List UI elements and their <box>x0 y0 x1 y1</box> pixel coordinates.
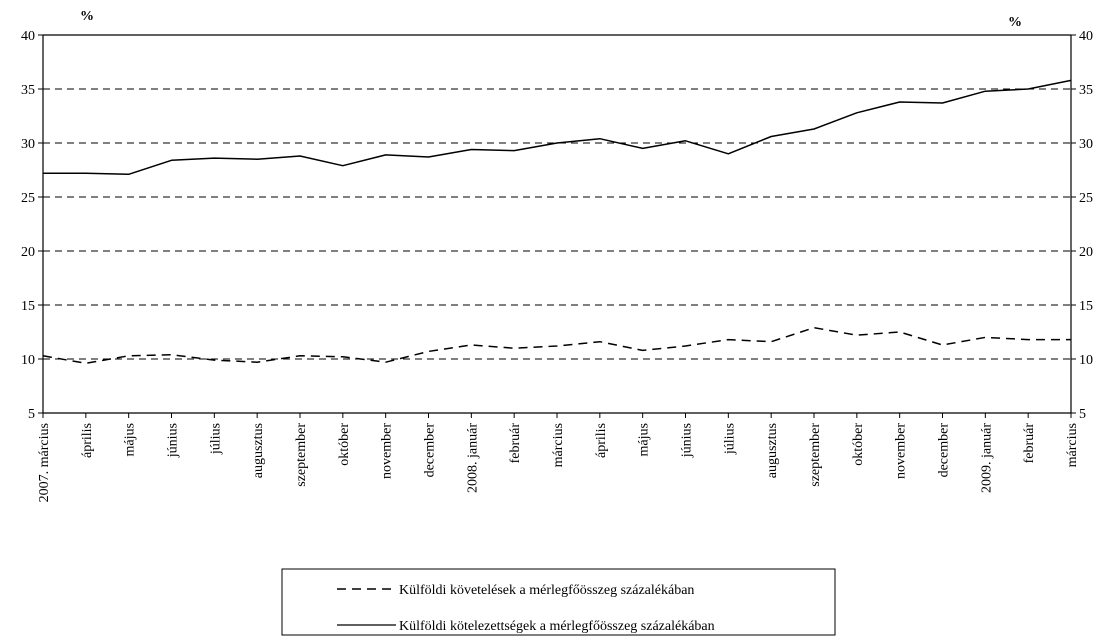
x-tick-label-19: október <box>851 423 866 466</box>
x-tick-label-2: május <box>123 423 138 456</box>
x-tick-label-18: szeptember <box>808 423 823 487</box>
x-tick-label-6: szeptember <box>294 423 309 487</box>
series-lines <box>42 79 1072 365</box>
legend-label-liabilities: Külföldi kötelezettségek a mérlegfőössze… <box>399 619 715 634</box>
x-tick-label-8: november <box>380 423 395 479</box>
x-tick-label-0: 2007. március <box>37 423 52 502</box>
x-tick-label-23: február <box>1022 423 1037 464</box>
x-tick-label-13: április <box>594 423 609 458</box>
y-right-tick-label-15: 15 <box>1079 299 1093 314</box>
x-tick-label-7: október <box>337 423 352 466</box>
y-left-tick-label-5: 5 <box>28 407 35 422</box>
x-tick-label-3: június <box>166 423 181 458</box>
x-tick-label-14: május <box>637 423 652 456</box>
legend: Külföldi követelések a mérlegfőösszeg sz… <box>281 568 836 636</box>
y-right-tick-label-5: 5 <box>1079 407 1086 422</box>
y-right-tick-label-20: 20 <box>1079 245 1093 260</box>
y-axis-left: 5 10 15 20 25 30 35 40 <box>21 29 43 422</box>
x-tick-label-5: augusztus <box>251 423 266 478</box>
y-axis-right: 5 10 15 20 25 30 35 40 <box>1071 29 1093 422</box>
x-tick-label-21: december <box>937 423 952 478</box>
y-left-tick-label-40: 40 <box>21 29 35 44</box>
y-left-tick-label-10: 10 <box>21 353 35 368</box>
x-tick-label-4: július <box>208 423 223 455</box>
x-tick-label-15: június <box>680 423 695 458</box>
y-left-tick-label-30: 30 <box>21 137 35 152</box>
y-left-tick-label-35: 35 <box>21 83 35 98</box>
left-unit-label: % <box>80 9 94 24</box>
x-axis: 2007. március április május június július aug… <box>37 413 1080 502</box>
x-tick-label-16: július <box>722 423 737 455</box>
y-right-tick-label-25: 25 <box>1079 191 1093 206</box>
right-unit-label: % <box>1008 15 1022 30</box>
y-right-tick-label-40: 40 <box>1079 29 1093 44</box>
gridlines <box>43 34 1071 360</box>
legend-label-claims: Külföldi követelések a mérlegfőösszeg sz… <box>399 583 694 598</box>
x-tick-label-1: április <box>80 423 95 458</box>
y-right-tick-label-35: 35 <box>1079 83 1093 98</box>
legend-box <box>281 568 836 636</box>
x-tick-label-22: 2009. január <box>979 423 994 493</box>
y-left-tick-label-25: 25 <box>21 191 35 206</box>
x-tick-label-12: március <box>551 423 566 467</box>
x-tick-label-11: február <box>508 423 523 464</box>
x-tick-label-17: augusztus <box>765 423 780 478</box>
y-left-tick-label-15: 15 <box>21 299 35 314</box>
y-right-tick-label-10: 10 <box>1079 353 1093 368</box>
x-tick-label-9: december <box>423 423 438 478</box>
x-tick-label-20: november <box>894 423 909 479</box>
series-line-liabilities <box>43 79 1072 176</box>
y-right-tick-label-30: 30 <box>1079 137 1093 152</box>
y-left-tick-label-20: 20 <box>21 245 35 260</box>
plot-frame <box>42 34 1072 414</box>
x-tick-label-24: március <box>1065 423 1080 467</box>
series-line-claims <box>42 326 1071 365</box>
x-tick-label-10: 2008. január <box>465 423 480 493</box>
